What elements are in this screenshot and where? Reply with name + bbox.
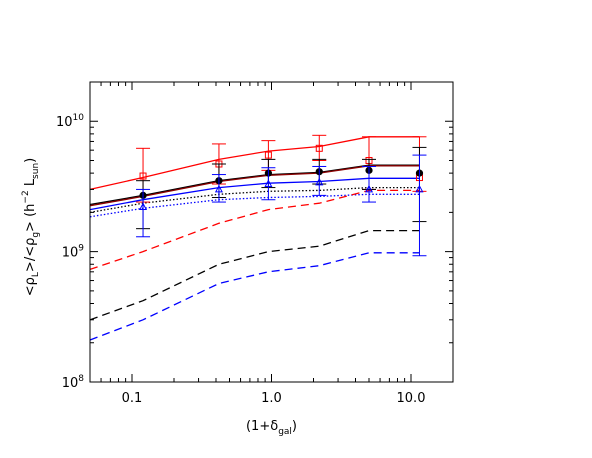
series-line-8	[89, 229, 420, 321]
data-point	[315, 144, 323, 152]
data-point	[315, 177, 324, 186]
errorbar-layer	[136, 134, 427, 257]
x-tick-label: 10.0	[397, 391, 426, 406]
data-point	[139, 172, 147, 180]
series-line-9	[89, 252, 420, 341]
y-axis-label: <ρL>/<ρg> (h−2 Lsun)	[21, 158, 41, 297]
tick-layer: 0.1 1.0 10.0 108 109 1010	[56, 81, 454, 406]
data-point	[364, 184, 374, 193]
y-tick-label: 108	[62, 374, 85, 391]
x-tick-label: 1.0	[261, 391, 282, 406]
plot-frame	[89, 81, 454, 383]
data-point	[214, 184, 223, 193]
data-point	[264, 179, 273, 188]
y-tick-label: 1010	[56, 113, 84, 130]
y-tick-label: 109	[62, 244, 85, 261]
x-tick-label: 0.1	[122, 391, 143, 406]
data-point	[415, 184, 424, 193]
data-point	[139, 202, 148, 210]
data-point	[264, 151, 272, 159]
x-axis-label: (1+δgal)	[246, 419, 297, 437]
